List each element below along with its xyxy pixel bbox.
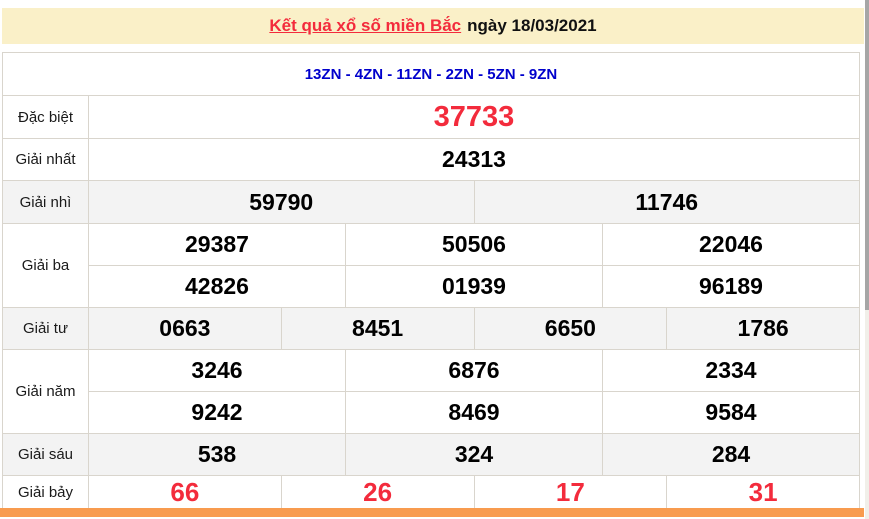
zn-codes-link[interactable]: 13ZN - 4ZN - 11ZN - 2ZN - 5ZN - 9ZN xyxy=(304,65,558,83)
third-prize-value: 22046 xyxy=(602,224,859,265)
results-table: 13ZN - 4ZN - 11ZN - 2ZN - 5ZN - 9ZN Đặc … xyxy=(2,52,860,510)
sixth-prize-value: 538 xyxy=(197,441,237,467)
row-seventh-prize: Giải bảy 66 26 17 31 xyxy=(3,475,859,509)
second-prize-value: 11746 xyxy=(473,181,860,223)
third-prize-value: 01939 xyxy=(345,266,602,307)
fifth-prize-value: 9584 xyxy=(602,392,859,433)
title-bar: Kết quả xổ số miền Bắc ngày 18/03/2021 xyxy=(2,8,864,44)
first-prize-value: 24313 xyxy=(442,146,506,172)
seventh-prize-value: 26 xyxy=(280,476,474,509)
fourth-prize-value: 6650 xyxy=(473,308,667,349)
special-prize-value: 37733 xyxy=(433,100,515,133)
row-fourth-prize: Giải tư 0663 8451 6650 1786 xyxy=(3,307,859,349)
fifth-prize-value: 8469 xyxy=(345,392,602,433)
row-first-prize: Giải nhất 24313 xyxy=(3,138,859,180)
prize-label-third: Giải ba xyxy=(3,224,89,307)
row-sixth-prize: Giải sáu 538 324 284 xyxy=(3,433,859,475)
title-date: ngày 18/03/2021 xyxy=(467,16,597,35)
prize-label-fourth: Giải tư xyxy=(3,308,89,349)
seventh-prize-value: 17 xyxy=(473,476,667,509)
sixth-prize-value: 324 xyxy=(345,434,602,475)
fourth-prize-value: 1786 xyxy=(666,308,859,349)
prize-label-sixth: Giải sáu xyxy=(3,434,89,475)
prize-label-special: Đặc biệt xyxy=(3,96,89,138)
row-second-prize: Giải nhì 59790 11746 xyxy=(3,180,859,223)
zn-codes-row: 13ZN - 4ZN - 11ZN - 2ZN - 5ZN - 9ZN xyxy=(3,53,859,95)
seventh-prize-value: 31 xyxy=(666,476,859,509)
fifth-prize-value: 6876 xyxy=(345,350,602,391)
sixth-prize-value: 284 xyxy=(602,434,859,475)
seventh-prize-value: 66 xyxy=(170,477,200,507)
row-third-prize: Giải ba 29387 50506 22046 42826 01939 96… xyxy=(3,223,859,307)
title-link[interactable]: Kết quả xổ số miền Bắc xyxy=(269,16,462,35)
prize-label-second: Giải nhì xyxy=(3,181,89,223)
third-prize-value: 50506 xyxy=(345,224,602,265)
third-prize-value: 96189 xyxy=(602,266,859,307)
prize-label-seventh: Giải bảy xyxy=(3,476,89,509)
fifth-prize-value: 3246 xyxy=(191,357,243,383)
second-prize-value: 59790 xyxy=(249,188,314,215)
bottom-orange-bar xyxy=(0,508,864,517)
scrollbar-thumb[interactable] xyxy=(865,0,869,310)
scrollbar-track[interactable] xyxy=(865,0,869,519)
prize-label-first: Giải nhất xyxy=(3,139,89,180)
row-fifth-prize: Giải năm 3246 6876 2334 9242 8469 9584 xyxy=(3,349,859,433)
fourth-prize-value: 8451 xyxy=(280,308,474,349)
fifth-prize-value: 9242 xyxy=(191,399,243,425)
third-prize-value: 29387 xyxy=(185,231,249,257)
row-special-prize: Đặc biệt 37733 xyxy=(3,95,859,138)
third-prize-value: 42826 xyxy=(185,273,249,299)
fourth-prize-value: 0663 xyxy=(159,315,211,341)
prize-label-fifth: Giải năm xyxy=(3,350,89,433)
fifth-prize-value: 2334 xyxy=(602,350,859,391)
